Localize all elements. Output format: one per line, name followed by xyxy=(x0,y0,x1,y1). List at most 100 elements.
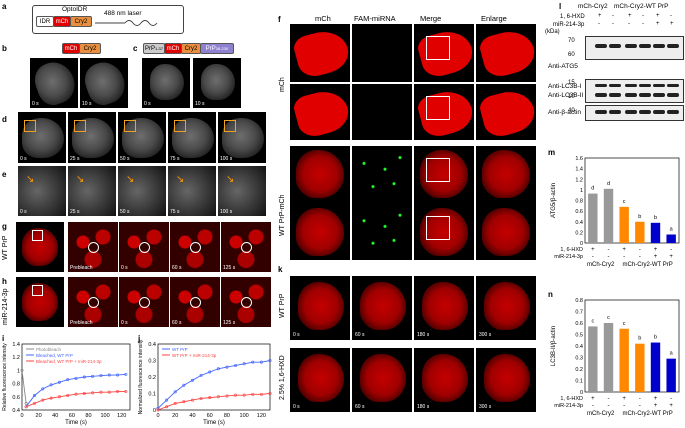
bleach-circle xyxy=(88,242,99,253)
data-point xyxy=(182,400,186,404)
data-point xyxy=(57,395,61,399)
data-point xyxy=(24,405,28,409)
bar xyxy=(666,234,676,243)
panel-label-h: h xyxy=(2,277,7,286)
y-tick-label: 0.5 xyxy=(575,333,583,339)
data-point xyxy=(234,363,238,367)
y-tick-label: 0 xyxy=(580,390,583,396)
mir-sign: - xyxy=(592,254,594,260)
y-tick-label: 1.2 xyxy=(12,355,20,361)
y-tick-label: 0.2 xyxy=(575,230,583,236)
row-label-f1: mCh xyxy=(279,77,286,92)
band-lc3b-i xyxy=(609,84,621,87)
bar xyxy=(603,188,614,243)
optoidr-box xyxy=(32,5,184,34)
legend-entry: Photobleach xyxy=(36,347,62,352)
data-point xyxy=(225,365,229,369)
row-label-k2: 2.5% 1,6-HXD xyxy=(279,355,286,400)
h-overview xyxy=(16,277,64,327)
data-point xyxy=(116,373,120,377)
x-tick-label: 0 xyxy=(20,413,23,419)
g-overview xyxy=(16,222,64,272)
bleach-circle xyxy=(139,242,150,253)
l-hxd-sign: + xyxy=(628,13,632,19)
f-cell xyxy=(476,24,536,82)
series-line xyxy=(25,391,126,408)
data-point xyxy=(107,373,111,377)
legend-entry: WT PrP + miR-214-3p xyxy=(172,353,217,358)
data-point xyxy=(156,408,160,412)
row-label-hxd: 1, 6-HXD xyxy=(560,396,583,402)
l-group-2: mCh-Cry2-WT PrP xyxy=(614,3,669,10)
bar xyxy=(588,193,598,243)
band-lc3b-i xyxy=(653,84,665,87)
y-tick-label: 0.3 xyxy=(148,359,156,365)
group-label: mCh-Cry2 xyxy=(587,262,615,268)
sig-letter: a xyxy=(670,351,674,357)
row-label-g: WT PrP xyxy=(2,235,9,260)
y-tick-label: 1.4 xyxy=(12,342,20,348)
time-stamp: 60 s xyxy=(172,265,182,271)
f-cell xyxy=(290,204,350,260)
x-tick-label: 100 xyxy=(240,413,249,419)
band-lc3b-ii xyxy=(667,93,679,97)
f-cell xyxy=(352,84,412,140)
l-hxd-sign: + xyxy=(656,13,660,19)
data-point xyxy=(225,394,229,398)
data-point xyxy=(208,396,212,400)
l-hxd-sign: - xyxy=(670,13,672,19)
plot-frame xyxy=(584,299,680,393)
band-lc3b-ii xyxy=(639,93,651,97)
bleach-circle xyxy=(190,242,201,253)
time-stamp: 100 s xyxy=(220,156,233,162)
micrograph-d: 100 s xyxy=(218,112,266,163)
laser-wave-icon xyxy=(95,20,158,26)
time-stamp: 0 s xyxy=(293,332,300,338)
time-stamp: 125 s xyxy=(223,320,236,326)
band-actin xyxy=(639,110,651,114)
mw-40: 40 xyxy=(568,108,575,114)
data-point xyxy=(268,391,272,395)
bar xyxy=(603,323,614,392)
mw-60: 60 xyxy=(568,52,575,58)
optoidr-title: OptoIDR xyxy=(62,6,88,13)
legend-entry: Bleached, WT PrP + miR-214-3p xyxy=(36,359,102,364)
data-point xyxy=(82,375,86,379)
sig-letter: c xyxy=(591,318,594,324)
mir-sign: + xyxy=(654,254,658,260)
mir-sign: - xyxy=(639,254,641,260)
time-stamp: 300 s xyxy=(479,404,492,410)
band-lc3b-ii xyxy=(609,93,621,97)
time-stamp: 60 s xyxy=(355,404,365,410)
mw-70: 70 xyxy=(568,38,575,44)
roi-square xyxy=(224,120,236,132)
arrow-icon: ↘ xyxy=(126,174,135,185)
time-stamp: 60 s xyxy=(172,320,182,326)
bar xyxy=(635,343,645,392)
hxd-sign: + xyxy=(654,396,658,402)
k-frame: 300 s xyxy=(476,348,536,412)
y-tick-label: 1.4 xyxy=(575,167,583,173)
band-actin xyxy=(595,110,607,114)
k-frame: 60 s xyxy=(352,348,412,412)
h-frame: 0 s xyxy=(119,277,169,327)
time-stamp: 180 s xyxy=(417,404,430,410)
x-tick-label: 0 xyxy=(156,413,159,419)
blot-atg5 xyxy=(585,36,684,60)
time-stamp: 0 s xyxy=(293,404,300,410)
l-mir-sign: - xyxy=(598,21,600,27)
x-axis-label: Time (s) xyxy=(65,420,87,426)
x-tick-label: 20 xyxy=(36,413,42,419)
band-lc3b-ii xyxy=(595,93,607,97)
mw-10: 10 xyxy=(568,94,575,100)
data-point xyxy=(91,391,95,395)
k-frame: 0 s xyxy=(290,276,350,340)
band-lc3b-i xyxy=(639,84,651,87)
zoom-square xyxy=(426,36,450,60)
micrograph-e: ↘ 50 s xyxy=(118,166,166,216)
zoom-square xyxy=(426,96,450,120)
band-atg5 xyxy=(625,44,637,48)
l-mir-label: miR-214-3p xyxy=(553,22,585,28)
panel-label-b: b xyxy=(2,44,7,53)
data-point xyxy=(173,390,177,394)
